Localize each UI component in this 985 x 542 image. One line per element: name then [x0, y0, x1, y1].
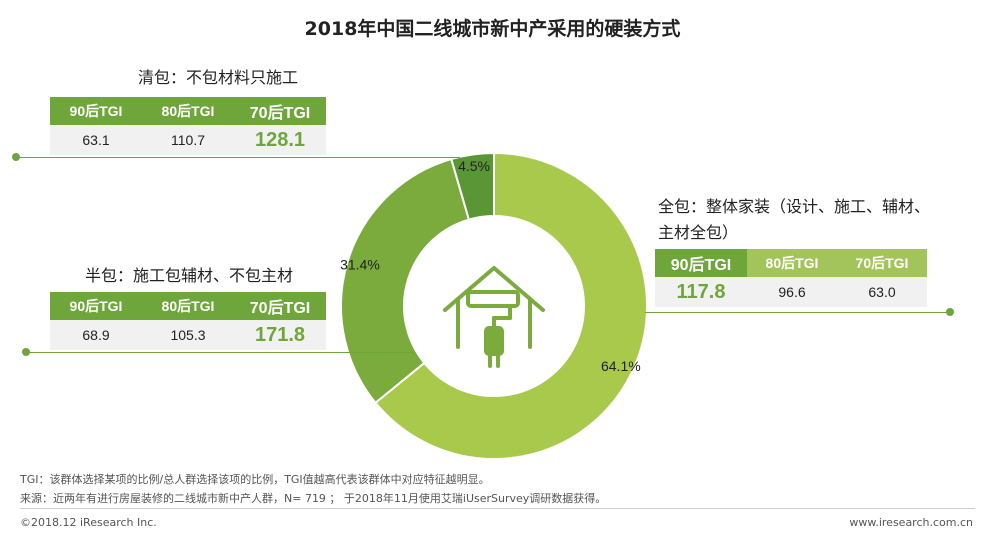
slice-quanbao — [374, 151, 648, 460]
leader-line-qingbao — [16, 157, 460, 158]
tgi-value-80: 110.7 — [142, 125, 234, 155]
tgi-header-80: 80后TGI — [747, 249, 837, 277]
tgi-table-banbao: 90后TGI 80后TGI 70后TGI 68.9 105.3 171.8 — [50, 292, 326, 350]
segment-label-qingbao: 清包：不包材料只施工 — [138, 68, 299, 87]
segment-label-quanbao-line1: 全包：整体家装（设计、施工、辅材、 — [658, 197, 931, 216]
source-note: 来源：近两年有进行房屋装修的二线城市新中产人群，N= 719 ； 于2018年1… — [20, 492, 607, 505]
tgi-value-80: 96.6 — [747, 277, 837, 307]
segment-label-banbao: 半包：施工包辅材、不包主材 — [85, 266, 294, 285]
tgi-value-90: 68.9 — [50, 320, 142, 350]
tgi-value-80: 105.3 — [142, 320, 234, 350]
leader-line-quanbao — [645, 312, 947, 313]
tgi-table-qingbao: 90后TGI 80后TGI 70后TGI 63.1 110.7 128.1 — [50, 97, 326, 155]
tgi-value-70: 128.1 — [234, 125, 326, 155]
tgi-header-90: 90后TGI — [50, 97, 142, 125]
tgi-value-90: 117.8 — [655, 277, 747, 307]
tgi-note: TGI：该群体选择某项的比例/总人群选择该项的比例，TGI值越高代表该群体中对应… — [20, 473, 490, 486]
leader-line-banbao — [26, 352, 414, 353]
footer-divider — [20, 508, 975, 509]
house-paint-roller-icon — [443, 266, 545, 368]
slice-qingbao-label: 4.5% — [458, 158, 490, 174]
slice-qingbao — [450, 151, 495, 221]
tgi-header-90: 90后TGI — [655, 249, 747, 277]
tgi-header-80: 80后TGI — [142, 97, 234, 125]
tgi-header-80: 80后TGI — [142, 292, 234, 320]
tgi-value-70: 63.0 — [837, 277, 927, 307]
tgi-header-90: 90后TGI — [50, 292, 142, 320]
tgi-value-90: 63.1 — [50, 125, 142, 155]
tgi-header-70: 70后TGI — [234, 97, 326, 125]
leader-dot-quanbao — [946, 308, 954, 316]
slice-quanbao-label: 64.1% — [601, 358, 641, 374]
slice-banbao — [340, 157, 471, 405]
tgi-table-quanbao: 90后TGI 80后TGI 70后TGI 117.8 96.6 63.0 — [655, 249, 927, 307]
tgi-header-70: 70后TGI — [837, 249, 927, 277]
tgi-header-70: 70后TGI — [234, 292, 326, 320]
tgi-value-70: 171.8 — [234, 320, 326, 350]
website: www.iresearch.com.cn — [849, 516, 973, 529]
copyright: ©2018.12 iResearch Inc. — [20, 516, 157, 529]
slice-banbao-label: 31.4% — [340, 256, 380, 272]
segment-label-quanbao-line2: 主材全包） — [658, 223, 739, 242]
chart-title: 2018年中国二线城市新中产采用的硬装方式 — [304, 18, 681, 40]
